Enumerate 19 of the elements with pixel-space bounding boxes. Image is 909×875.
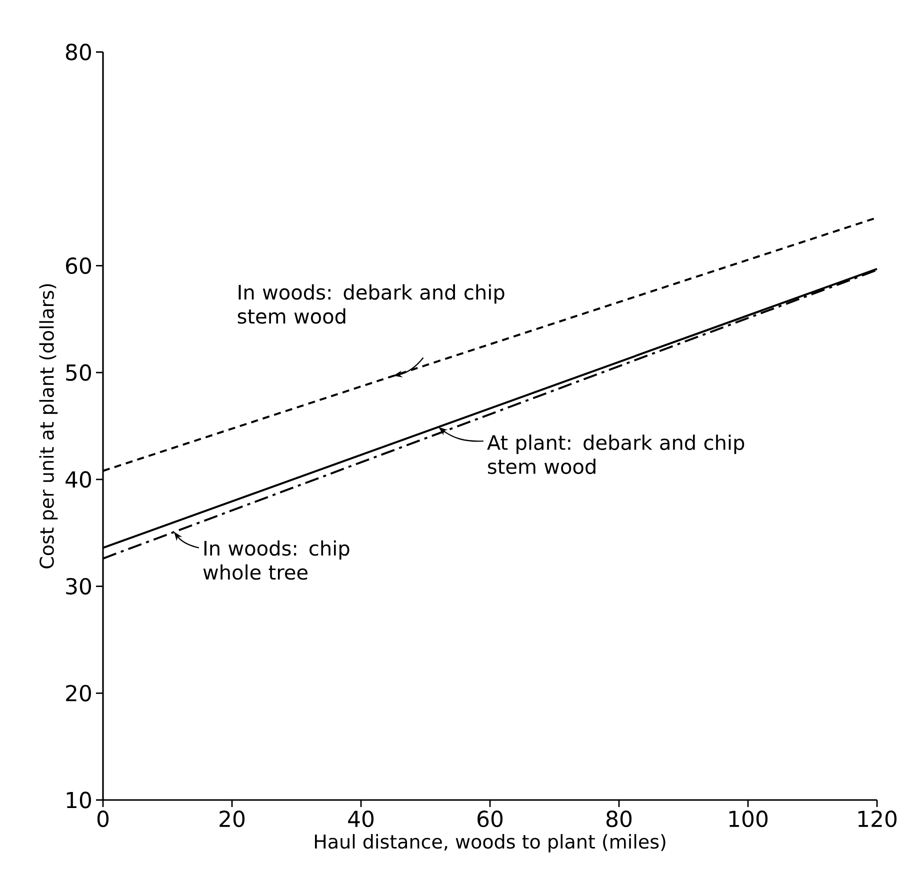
x-tick-label: 0 [97, 810, 109, 828]
y-tick-label: 60 [66, 257, 91, 274]
y-tick-label: 80 [66, 44, 91, 60]
x-tick-label: 80 [606, 810, 632, 828]
x-tick-label: 120 [858, 810, 897, 828]
y-tick-label: 40 [66, 471, 91, 488]
x-tick-label: 20 [220, 810, 245, 828]
annotation: In woods: chip whole tree [203, 540, 350, 580]
x-tick-label: 100 [729, 810, 768, 828]
y-tick-label: 20 [66, 684, 91, 702]
y-axis-title: Cost per unit at plant (dollars) [39, 284, 58, 568]
y-tick-label: 50 [66, 364, 91, 381]
x-tick-label: 60 [478, 810, 503, 828]
annotation: At plant: debark and chip stem wood [487, 434, 744, 474]
x-tick-label: 40 [348, 810, 374, 828]
annotation: In woods: debark and chip stem wood [238, 284, 504, 324]
x-axis-title: Haul distance, woods to plant (miles) [314, 834, 666, 852]
y-tick-label: 10 [66, 792, 91, 808]
y-tick-label: 30 [66, 578, 91, 595]
